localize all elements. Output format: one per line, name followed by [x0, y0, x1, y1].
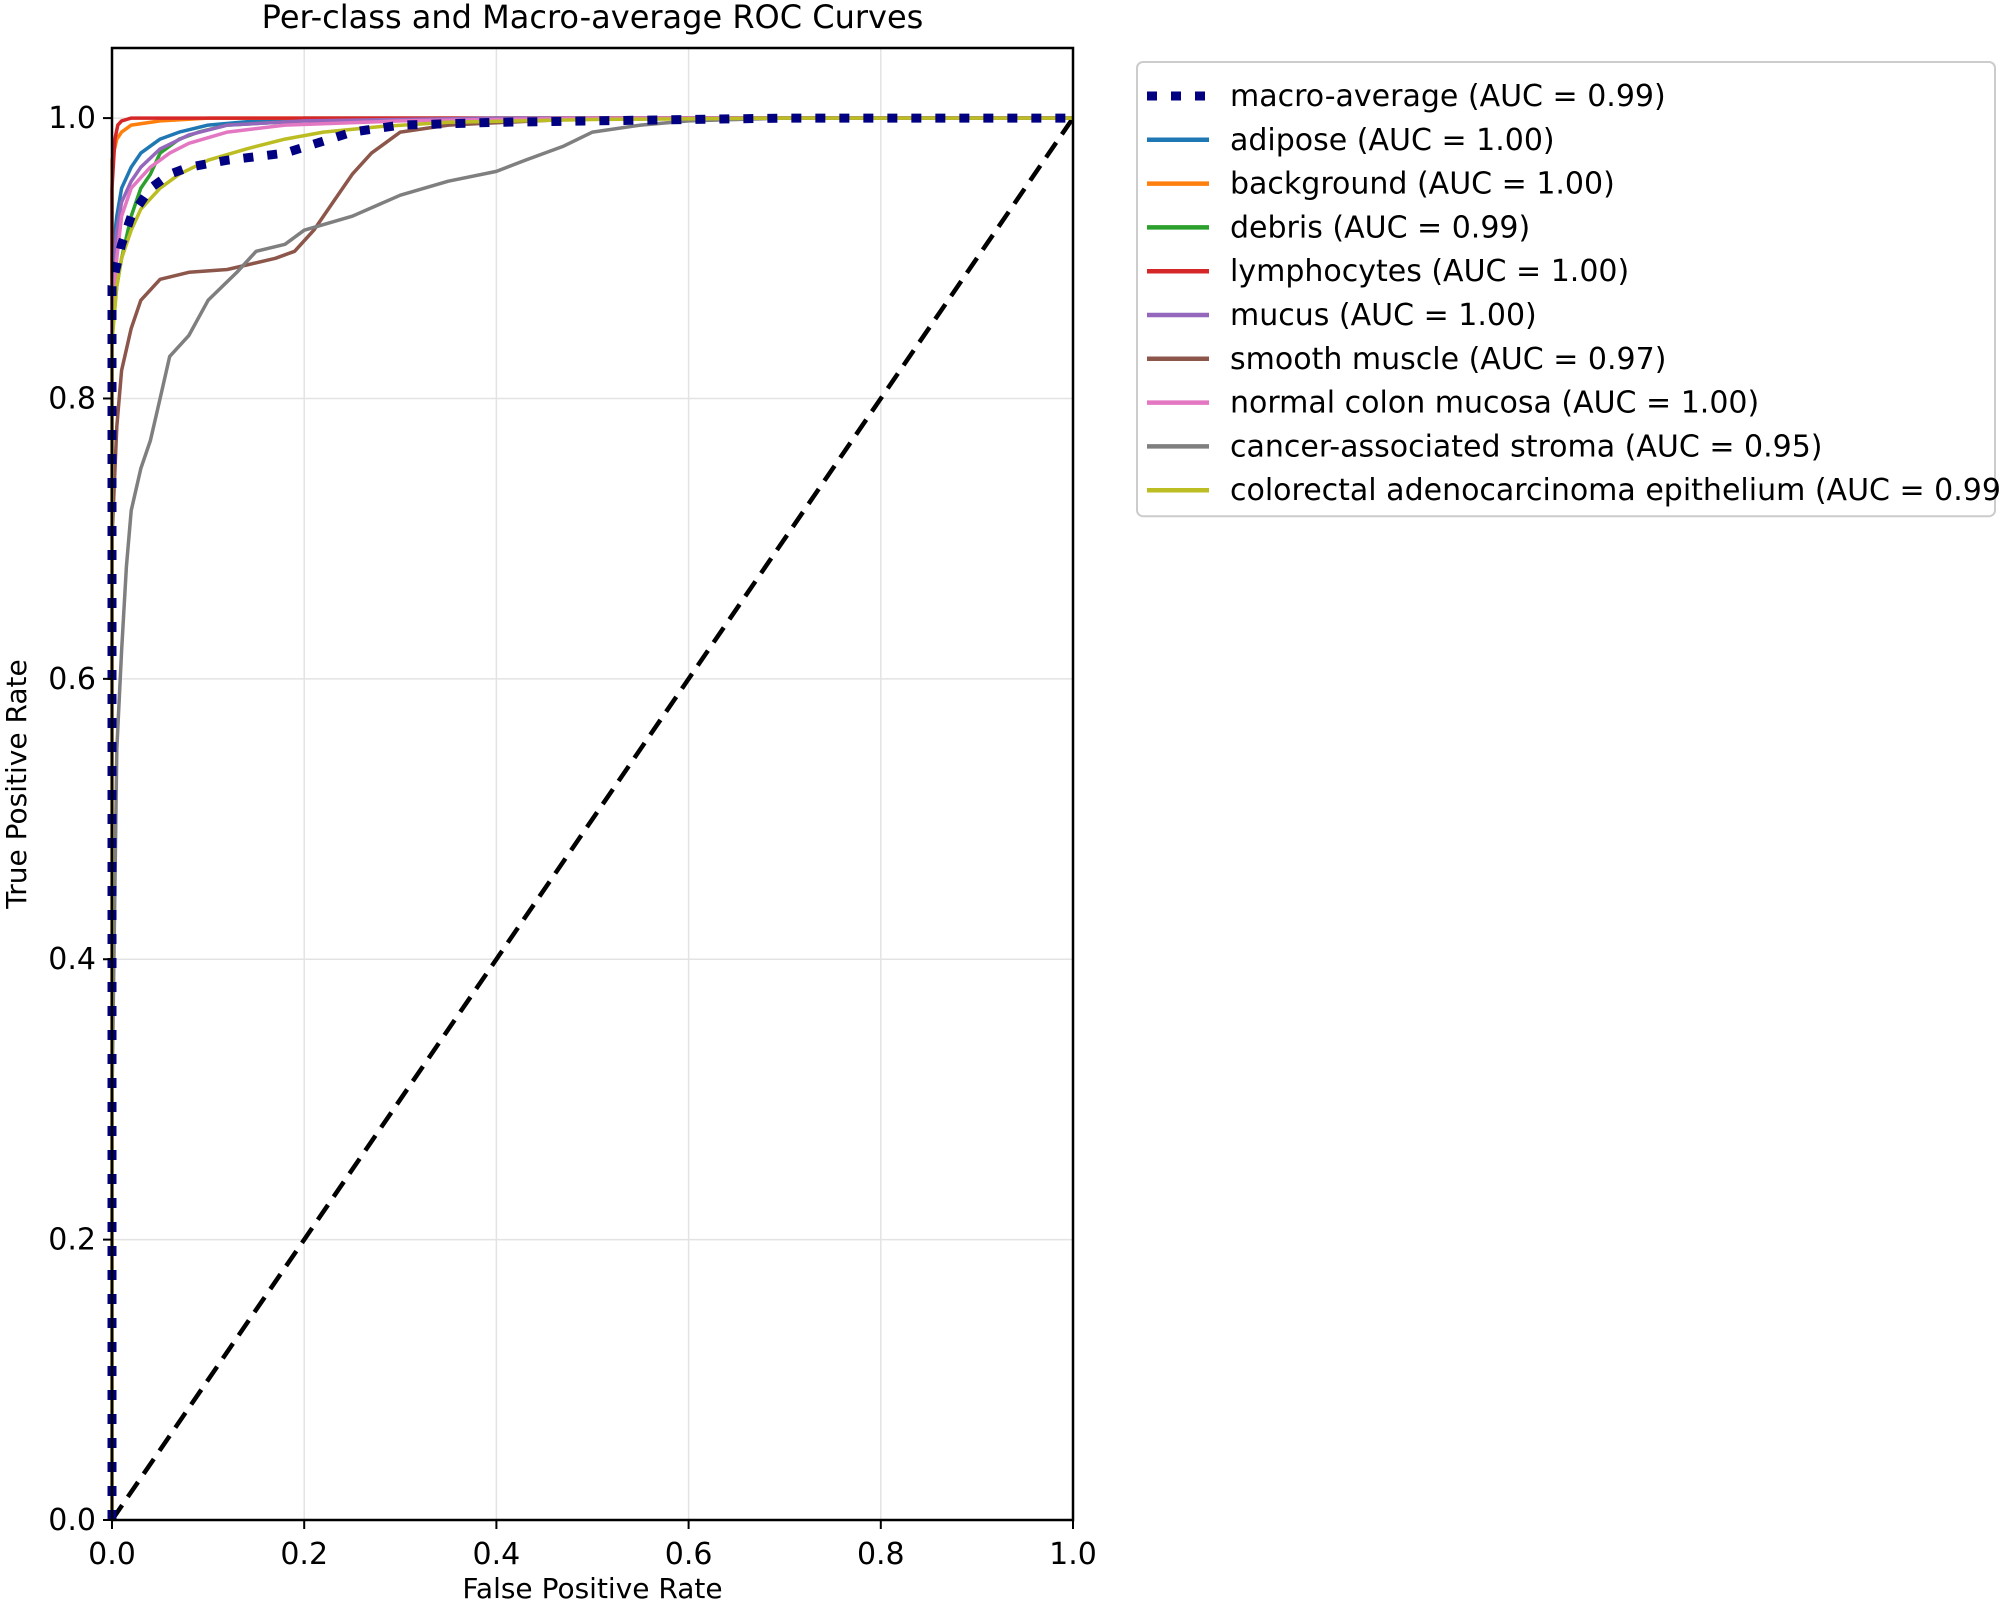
- legend-label-macro-average: macro-average (AUC = 0.99): [1230, 79, 1666, 114]
- roc-curve-cancer-associated-stroma: [110, 116, 1073, 1520]
- legend-label-mucus: mucus (AUC = 1.00): [1230, 298, 1537, 333]
- legend-label-debris: debris (AUC = 0.99): [1230, 210, 1530, 245]
- chart-title: Per-class and Macro-average ROC Curves: [262, 0, 924, 36]
- roc-curve-macro-average: [107, 113, 1073, 1520]
- legend: macro-average (AUC = 0.99) adipose (AUC =…: [1136, 61, 2000, 518]
- grid-lines: [111, 48, 1074, 1521]
- x-tick-label-1: 0.2: [280, 1537, 328, 1572]
- legend-label-lymphocytes: lymphocytes (AUC = 1.00): [1230, 254, 1629, 289]
- y-tick-label-5: 1.0: [48, 101, 96, 136]
- y-tick-label-1: 0.2: [48, 1223, 96, 1258]
- x-tick-label-3: 0.6: [665, 1537, 713, 1572]
- plot-frame: [110, 46, 1075, 1522]
- legend-label-colorectal-adenocarcinoma-epithelium: colorectal adenocarcinoma epithelium (AU…: [1230, 473, 2000, 508]
- legend-label-cancer-associated-stroma: cancer-associated stroma (AUC = 0.95): [1230, 429, 1823, 464]
- x-tick-label-4: 0.8: [857, 1537, 905, 1572]
- y-tick-label-3: 0.6: [48, 662, 96, 697]
- legend-label-background: background (AUC = 1.00): [1230, 167, 1615, 202]
- legend-label-adipose: adipose (AUC = 1.00): [1230, 123, 1555, 158]
- x-tick-label-5: 1.0: [1049, 1537, 1097, 1572]
- y-tick-label-2: 0.4: [48, 942, 96, 977]
- roc-curves: [107, 113, 1073, 1520]
- y-tick-label-4: 0.8: [48, 381, 96, 416]
- y-tick-label-0: 0.0: [48, 1503, 96, 1538]
- axis-ticks: 0.0 0.2 0.4 0.6 0.8 1.0 0.0 0.2 0.4 0.6 0.8 1.0: [48, 101, 1097, 1572]
- x-axis-label: False Positive Rate: [462, 1572, 722, 1604]
- y-axis-label: True Positive Rate: [0, 659, 33, 909]
- legend-items: macro-average (AUC = 0.99) adipose (AUC =…: [1147, 79, 2000, 508]
- x-tick-label-2: 0.4: [473, 1537, 521, 1572]
- chance-diagonal-line: [110, 116, 1075, 1522]
- legend-label-smooth-muscle: smooth muscle (AUC = 0.97): [1230, 342, 1666, 377]
- chance-line-layer: [110, 116, 1075, 1522]
- x-tick-label-0: 0.0: [88, 1537, 136, 1572]
- legend-label-normal-colon-mucosa: normal colon mucosa (AUC = 1.00): [1230, 386, 1759, 421]
- legend-frame: [1136, 61, 1996, 518]
